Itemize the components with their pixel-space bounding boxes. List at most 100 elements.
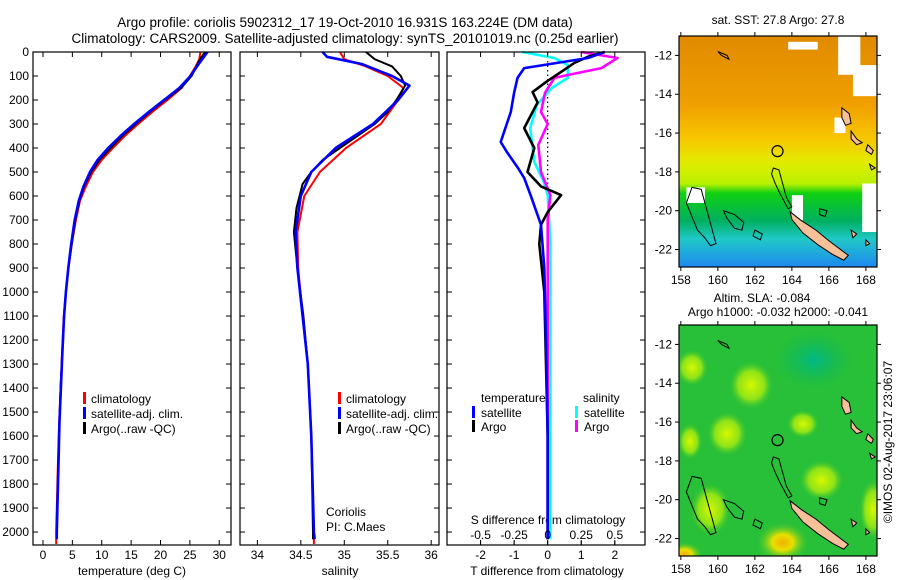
sla-high-anomaly — [756, 522, 809, 556]
reef-contour — [685, 475, 717, 536]
diff-legend-salinity-header: salinity — [583, 391, 620, 405]
lon-tick-label: 158 — [671, 273, 691, 287]
y-tick-label: 0 — [22, 45, 29, 59]
argo-float-location-marker — [771, 434, 784, 447]
sla-high-anomaly — [799, 460, 844, 501]
x-tick-label: 36 — [424, 548, 438, 562]
lon-tick-label: 166 — [819, 562, 839, 576]
lon-tick-label: 168 — [856, 562, 876, 576]
legend-label: climatology — [91, 392, 151, 406]
island-landmass — [850, 517, 858, 528]
sla-high-anomaly — [679, 542, 703, 556]
legend-swatch — [472, 406, 475, 418]
x-tick-label: 34.5 — [289, 548, 313, 562]
lon-tick-label: 168 — [856, 273, 876, 287]
x-tick-label: 2 — [611, 548, 618, 562]
x-tick-label: 25 — [183, 548, 197, 562]
sla-high-anomaly — [729, 361, 774, 410]
y-tick-label: 900 — [9, 261, 29, 275]
argo-float-location-marker — [771, 145, 784, 158]
legend-swatch — [575, 406, 578, 418]
lat-tick-label: -16 — [655, 415, 673, 429]
lat-tick-label: -12 — [655, 48, 673, 62]
reef-contour — [685, 186, 717, 247]
series-line-argo — [536, 50, 619, 540]
reef-contour — [819, 208, 828, 218]
y-tick-label: 1000 — [2, 285, 29, 299]
legend-swatch — [472, 420, 475, 432]
reef-contour — [752, 229, 763, 241]
lat-tick-label: -18 — [655, 165, 673, 179]
lon-tick-label: 160 — [708, 273, 728, 287]
y-tick-label: 1200 — [2, 333, 29, 347]
x-tick-label: 0 — [40, 548, 47, 562]
land-mask-patch — [852, 65, 877, 97]
y-tick-label: 1500 — [2, 405, 29, 419]
land-mask-patch — [791, 195, 803, 221]
reef-contour — [722, 498, 745, 520]
y-tick-label: 300 — [9, 117, 29, 131]
temperature-axes-frame — [32, 51, 232, 546]
lon-tick-label: 164 — [782, 562, 802, 576]
y-tick-label: 500 — [9, 165, 29, 179]
x2-tick-label: 0.5 — [606, 528, 623, 542]
series-line-satellite-adj-clim- — [55, 51, 209, 540]
x-tick-label: 5 — [69, 548, 76, 562]
y-tick-label: 1300 — [2, 357, 29, 371]
lon-tick-label: 158 — [671, 562, 691, 576]
x-tick-label: -1 — [509, 548, 520, 562]
sla-map-title-line1: Altim. SLA: -0.084 — [714, 291, 811, 305]
difference-axes-frame — [446, 51, 646, 546]
lat-tick-label: -20 — [655, 204, 673, 218]
reef-contour — [819, 497, 828, 507]
reef-contour — [722, 209, 745, 231]
x2-tick-label: -0.5 — [470, 528, 491, 542]
lat-tick-label: -22 — [655, 243, 673, 257]
sla-high-anomaly — [707, 411, 748, 456]
y-tick-label: 400 — [9, 141, 29, 155]
annotation-pi: PI: C.Maes — [326, 520, 385, 534]
land-mask-patch — [834, 117, 846, 134]
annotation-institution: Coriolis — [326, 505, 366, 519]
island-landmass — [850, 129, 864, 146]
sst-map: 158 160 162 164 166 168 -12 -14 -16 -18 -20 -22 — [655, 32, 881, 287]
salinity-axes-frame — [239, 51, 440, 546]
sst-map-field — [679, 36, 877, 267]
figure-title-line2: Climatology: CARS2009. Satellite-adjuste… — [71, 31, 618, 46]
y-tick-label: 600 — [9, 189, 29, 203]
lat-tick-label: -18 — [655, 454, 673, 468]
difference-panel: -2 -1 0 1 2-0.5 -0.25 0 0.25 0.5satelliteArgosat… — [446, 50, 646, 562]
land-mask-patch — [788, 41, 818, 50]
sla-map-title-line2: Argo h1000: -0.032 h2000: -0.041 — [688, 305, 868, 319]
land-mask-patch — [838, 36, 861, 75]
legend-swatch — [338, 407, 341, 419]
sla-high-anomaly — [859, 479, 877, 540]
credit-text: ©IMOS 02-Aug-2017 23:06:07 — [881, 361, 895, 524]
legend-label: Argo(..raw -QC) — [346, 422, 431, 436]
sst-map-title: sat. SST: 27.8 Argo: 27.8 — [712, 13, 845, 27]
lat-tick-label: -22 — [655, 532, 673, 546]
reef-contour — [717, 51, 731, 61]
sla-high-anomaly — [679, 423, 703, 460]
reef-contour — [752, 518, 763, 530]
sla-low-anomaly — [774, 329, 855, 390]
temperature-xlabel: temperature (deg C) — [78, 564, 186, 578]
island-landmass — [850, 418, 864, 435]
island-landmass — [841, 106, 852, 126]
sla-map-field — [679, 325, 877, 556]
sla-map: 158 160 162 164 166 168 -12 -14 -16 -18 -20 -22 — [655, 321, 881, 576]
reef-contour — [770, 456, 793, 499]
lat-tick-label: -16 — [655, 126, 673, 140]
y-tick-label: 1900 — [2, 501, 29, 515]
x-tick-label: 15 — [124, 548, 138, 562]
y-tick-label: 1100 — [3, 309, 29, 323]
y-tick-label: 2000 — [2, 525, 29, 539]
sst-map-frame — [678, 35, 878, 268]
y-tick-label: 1800 — [2, 477, 29, 491]
temperature-panel: 0 5 10 15 20 25 300100200300400500600700800900… — [2, 45, 232, 562]
x2-tick-label: 0.25 — [570, 528, 594, 542]
island-landmass — [850, 228, 858, 239]
x-tick-label: 10 — [95, 548, 109, 562]
lat-tick-label: -12 — [655, 337, 673, 351]
